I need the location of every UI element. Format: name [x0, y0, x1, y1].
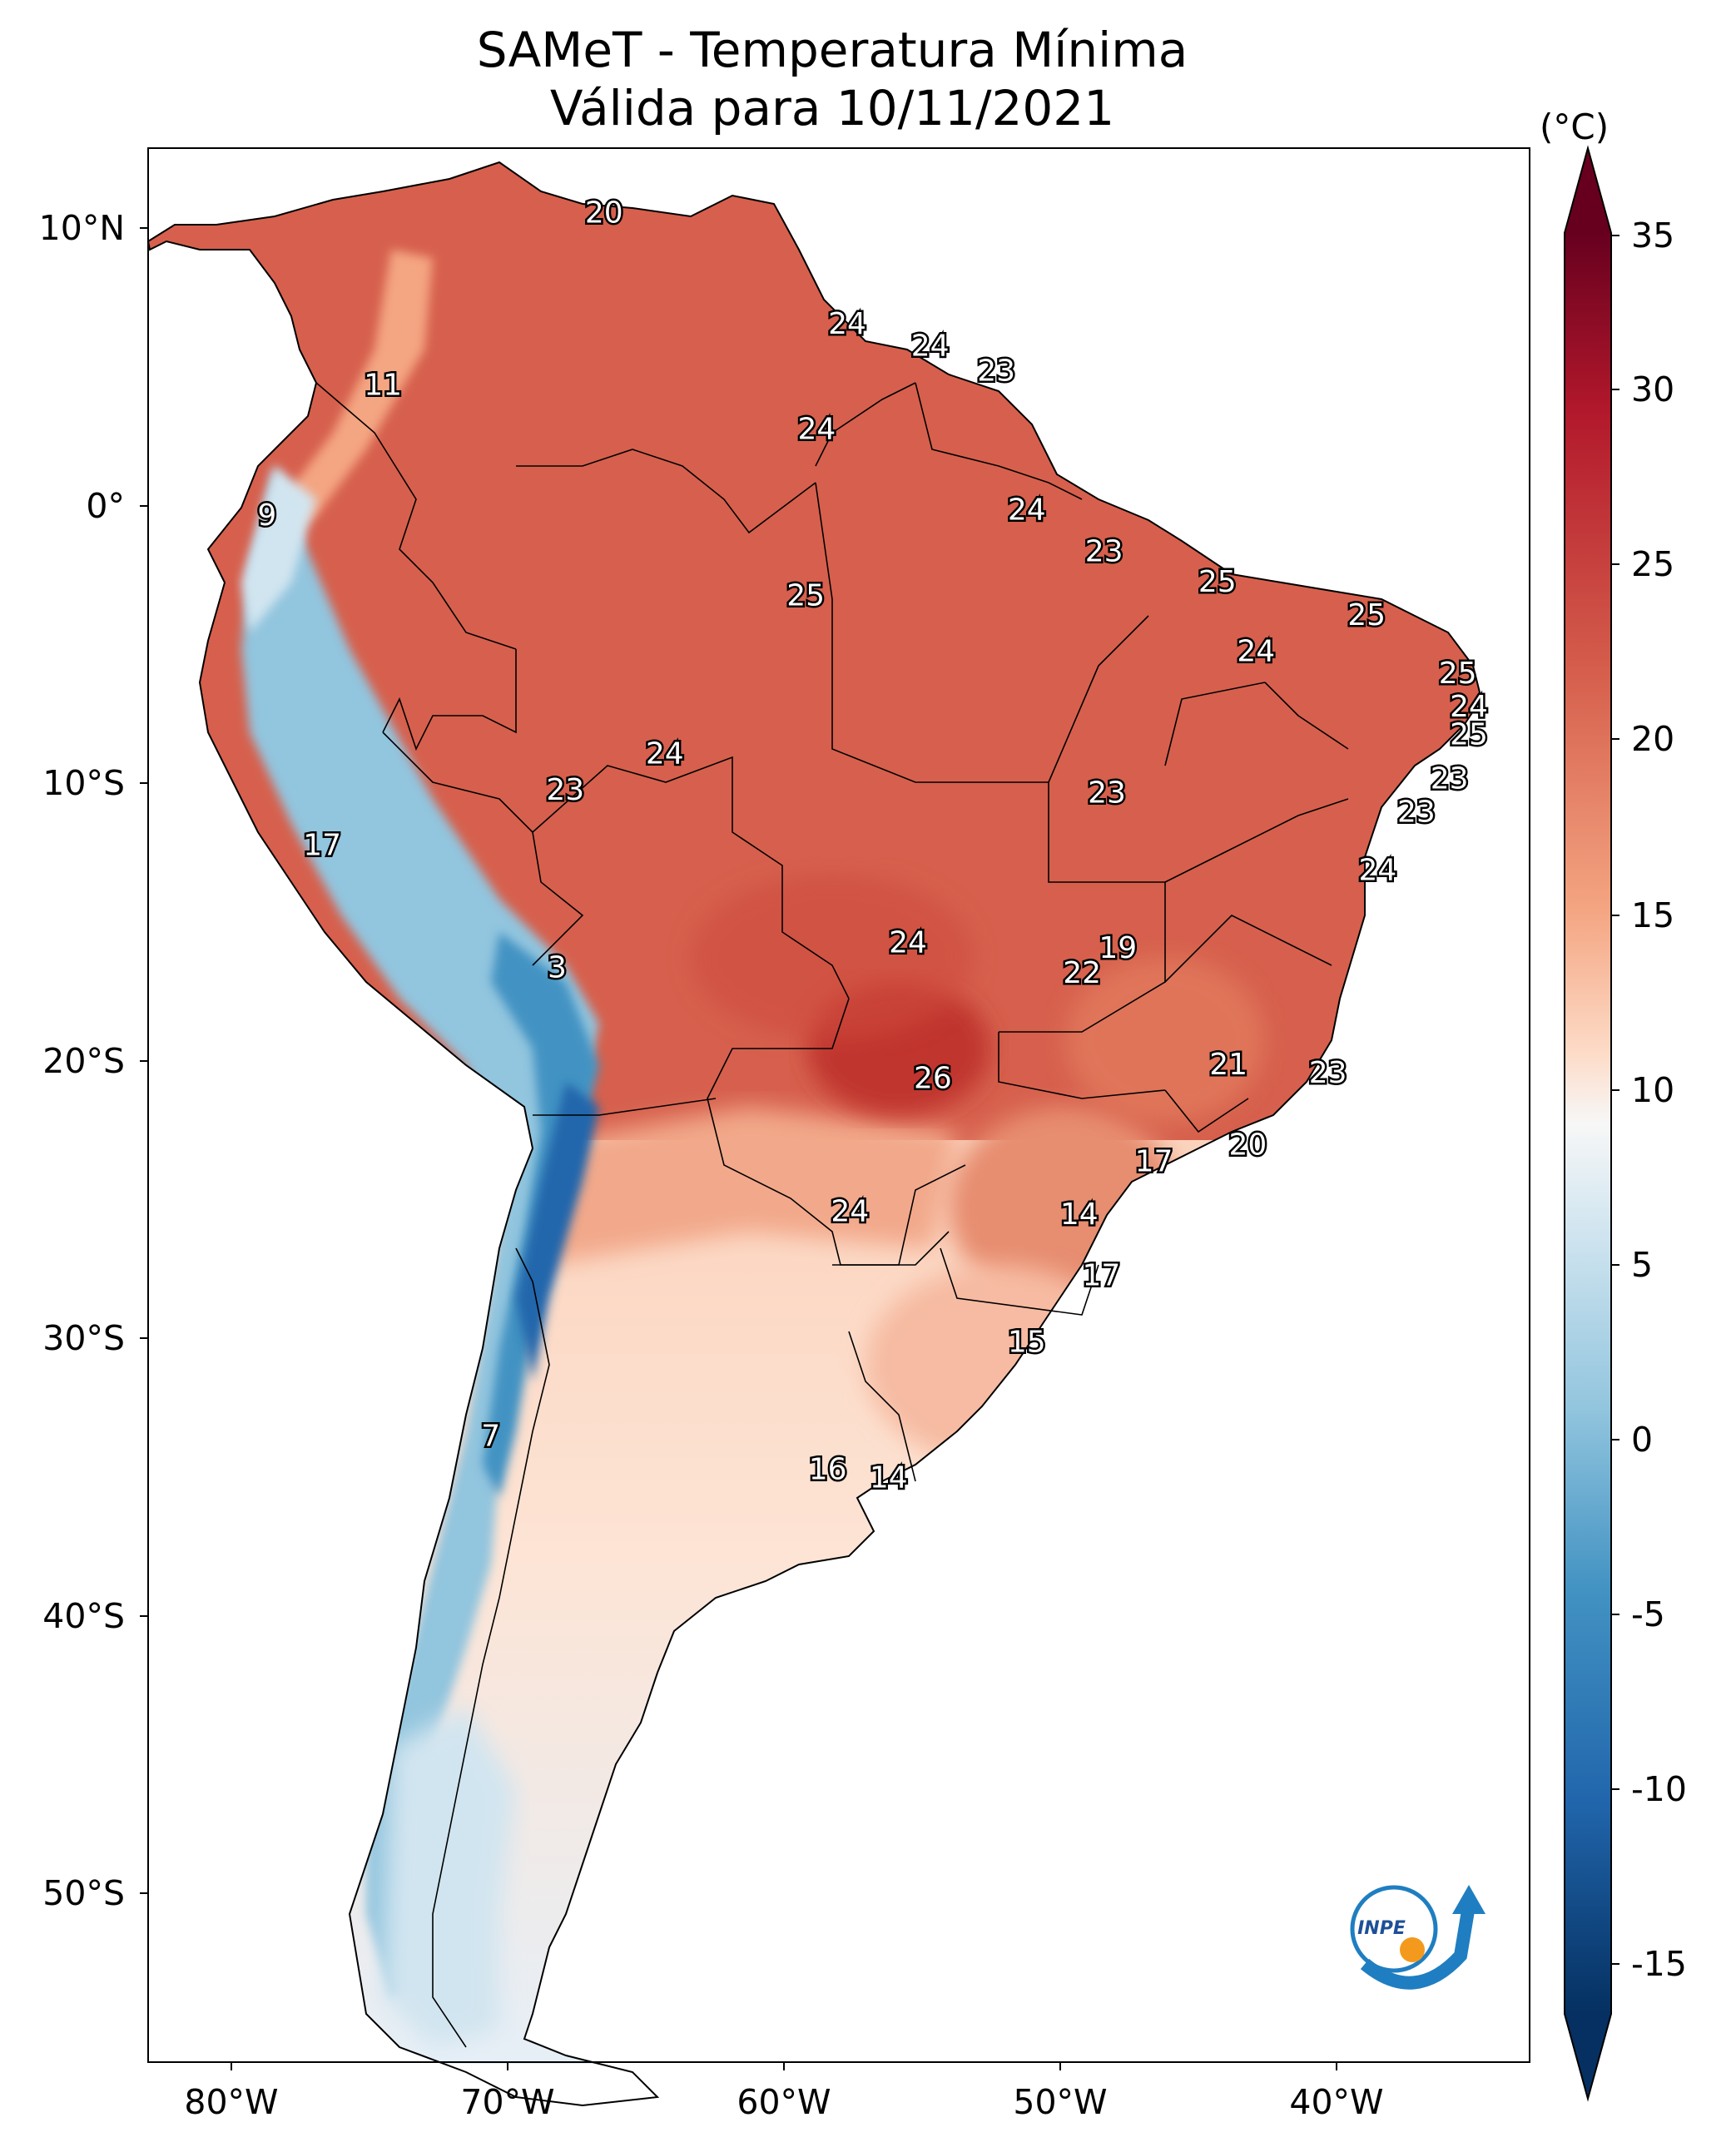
station-value-label: 25	[1450, 717, 1488, 751]
station-value-label: 24	[911, 330, 950, 364]
colorbar-tick-label: 20	[1631, 719, 1675, 759]
colorbar-tick-label: 35	[1631, 216, 1675, 255]
lat-label: 40°S	[42, 1596, 125, 1636]
station-value-label: 24	[797, 413, 836, 447]
station-value-label: 24	[831, 1195, 869, 1229]
station-value-label: 17	[1135, 1145, 1173, 1179]
station-value-label: 25	[1198, 565, 1237, 599]
inpe-logo: INPE	[1350, 1885, 1486, 1990]
station-value-label: 7	[481, 1420, 500, 1454]
station-value-label: 24	[1450, 690, 1488, 724]
colorbar-tick-label: 30	[1631, 369, 1675, 409]
colorbar-tick-label: 25	[1631, 544, 1675, 584]
station-value-label: 17	[1082, 1258, 1120, 1292]
station-value-label: 20	[585, 196, 623, 231]
station-value-label: 20	[1228, 1128, 1267, 1163]
station-value-label: 3	[548, 950, 567, 984]
station-value-label: 16	[809, 1453, 847, 1487]
station-value-label: 24	[646, 737, 684, 771]
station-value-label: 23	[1088, 776, 1126, 810]
station-value-label: 23	[1431, 762, 1469, 796]
station-value-label: 9	[257, 498, 276, 533]
colorbar-tick-label: -5	[1631, 1594, 1665, 1634]
lon-label: 60°W	[737, 2082, 831, 2122]
station-value-label: 21	[1209, 1048, 1247, 1082]
colorbar-tick-label: -10	[1631, 1769, 1687, 1809]
station-value-label: 25	[1347, 598, 1386, 632]
lon-label: 80°W	[184, 2082, 279, 2122]
colorbar-unit: (°C)	[1540, 107, 1610, 147]
lat-label: 10°N	[38, 208, 125, 248]
map-frame	[147, 147, 1530, 2063]
station-value-label: 23	[546, 773, 584, 807]
lon-label: 50°W	[1013, 2082, 1108, 2122]
colorbar-tick-label: 15	[1631, 895, 1675, 935]
svg-text:INPE: INPE	[1357, 1918, 1406, 1939]
station-value-label: 25	[1439, 657, 1477, 691]
lon-label: 40°W	[1289, 2082, 1384, 2122]
station-value-label: 24	[1237, 634, 1275, 668]
station-value-label: 23	[977, 355, 1015, 389]
lat-label: 30°S	[42, 1318, 125, 1358]
station-value-label: 23	[1085, 534, 1123, 568]
colorbar	[1564, 145, 1619, 2102]
lat-label: 20°S	[42, 1041, 125, 1081]
lon-label: 70°W	[460, 2082, 555, 2122]
station-value-label: 11	[364, 368, 402, 402]
station-value-label: 23	[1309, 1056, 1347, 1090]
station-value-label: 17	[303, 829, 341, 863]
station-value-label: 15	[1008, 1325, 1046, 1359]
station-value-label: 14	[1060, 1197, 1099, 1232]
colorbar-tick-label: 5	[1631, 1245, 1654, 1285]
station-value-label: 25	[786, 579, 825, 613]
map-title: SAMeT - Temperatura Mínima	[476, 22, 1188, 78]
station-value-label: 22	[1063, 956, 1101, 990]
station-value-label: 24	[1008, 493, 1046, 527]
colorbar-tick-label: 10	[1631, 1070, 1675, 1110]
station-value-label: 24	[1358, 854, 1396, 888]
colorbar-tick-label: -15	[1631, 1944, 1687, 1984]
station-value-label: 26	[914, 1062, 952, 1096]
station-value-label: 24	[828, 307, 866, 341]
axis-ticks	[140, 227, 1337, 2070]
station-value-label: 23	[1397, 796, 1436, 830]
colorbar-tick-label: 0	[1631, 1420, 1654, 1460]
station-value-label: 19	[1099, 931, 1137, 965]
country-borders	[315, 382, 1349, 2048]
lat-label: 0°	[86, 486, 125, 526]
station-value-label: 14	[870, 1461, 908, 1495]
station-value-label: 24	[889, 925, 927, 959]
map-subtitle: Válida para 10/11/2021	[549, 80, 1115, 136]
lat-label: 10°S	[42, 763, 125, 803]
lat-label: 50°S	[42, 1873, 125, 1913]
